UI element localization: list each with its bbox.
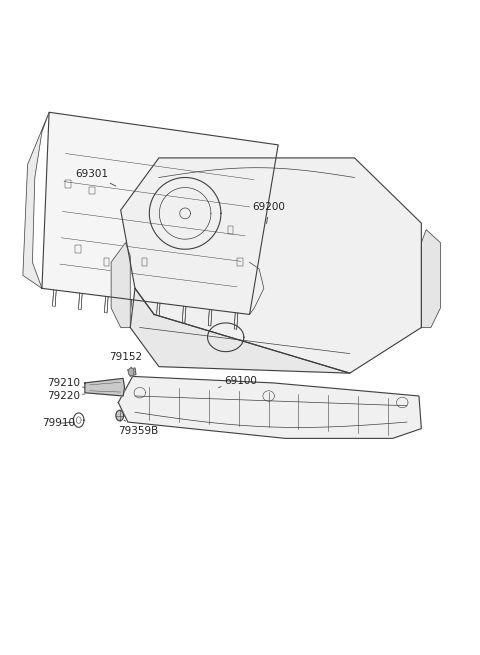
Polygon shape <box>42 112 278 314</box>
Text: 69200: 69200 <box>252 202 285 223</box>
Polygon shape <box>120 158 421 373</box>
Text: 79152: 79152 <box>109 352 142 367</box>
Circle shape <box>128 368 134 376</box>
Bar <box>142 258 147 266</box>
Polygon shape <box>116 410 123 421</box>
Polygon shape <box>421 230 441 328</box>
Bar <box>75 246 81 253</box>
Polygon shape <box>118 377 421 438</box>
Polygon shape <box>128 368 136 377</box>
Text: 79359B: 79359B <box>118 420 158 436</box>
Text: 79910: 79910 <box>42 419 75 428</box>
Polygon shape <box>85 379 124 396</box>
Text: 69301: 69301 <box>75 169 116 186</box>
Bar <box>104 258 109 266</box>
Bar <box>237 258 243 266</box>
Polygon shape <box>111 243 130 328</box>
Text: 69100: 69100 <box>218 376 257 388</box>
Polygon shape <box>130 288 350 373</box>
Bar <box>228 226 233 234</box>
Polygon shape <box>23 112 49 288</box>
Bar <box>89 187 95 195</box>
Text: 79210: 79210 <box>47 378 85 388</box>
Bar <box>65 180 71 188</box>
Text: 79220: 79220 <box>47 391 85 401</box>
